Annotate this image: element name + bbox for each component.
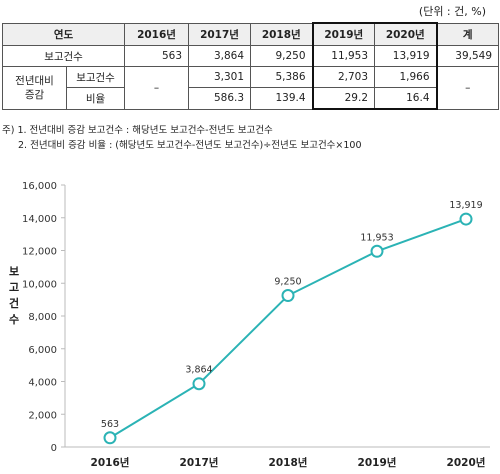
data-label: 11,953 — [360, 232, 393, 243]
data-point — [370, 244, 384, 258]
table-row-change-count: 전년대비 증감 보고건수 – 3,301 5,386 2,703 1,966 – — [2, 66, 500, 110]
table-row-reports: 보고건수 563 3,864 9,250 11,953 13,919 39,54… — [1, 45, 500, 67]
cell: 5,386 — [250, 66, 314, 88]
data-point — [281, 289, 295, 303]
row-label-reports: 보고건수 — [1, 45, 126, 67]
header-total: 계 — [436, 22, 500, 46]
footnote-1: 주) 1. 전년대비 증감 보고건수 : 해당년도 보고건수-전년도 보고건수 — [2, 125, 273, 136]
y-tick-label: 2,000 — [28, 410, 57, 421]
cell: 39,549 — [436, 45, 500, 67]
cell: 139.4 — [250, 87, 314, 110]
y-tick-label: 12,000 — [22, 247, 57, 258]
unit-note: (단위 : 건, %) — [418, 5, 486, 18]
cell: 586.3 — [188, 87, 252, 110]
data-label: 9,250 — [274, 277, 301, 288]
data-point — [103, 431, 117, 445]
table-header-row: 연도 2016년 2017년 2018년 2019년 2020년 계 — [1, 22, 500, 46]
x-tick-label: 2018년 — [269, 456, 308, 469]
header-2018: 2018년 — [250, 22, 314, 46]
x-tick-label: 2020년 — [447, 456, 486, 469]
y-tick-label: 14,000 — [22, 214, 57, 225]
group-label: 전년대비 증감 — [2, 66, 67, 110]
line-chart: 0 2,000 4,000 6,000 8,000 10,000 12,000 14,000 1… — [9, 181, 490, 469]
header-2019: 2019년 — [311, 22, 376, 46]
cell: 2,703 — [311, 66, 376, 88]
x-tick-label: 2019년 — [358, 456, 397, 469]
row-label-change-count: 보고건수 — [65, 66, 126, 88]
y-tick-label: 0 — [51, 443, 57, 454]
cell: 3,301 — [188, 66, 252, 88]
data-point — [192, 377, 206, 391]
y-tick-label: 16,000 — [22, 181, 57, 192]
data-label: 563 — [101, 419, 119, 430]
series-line — [109, 218, 467, 439]
cell: 16.4 — [374, 87, 438, 110]
cell: 9,250 — [250, 45, 314, 67]
table-row-change-rate: 비율 586.3 139.4 29.2 16.4 — [3, 87, 499, 110]
group-label-line2: 증감 — [24, 88, 45, 101]
data-point — [459, 212, 473, 226]
y-tick-label: 8,000 — [28, 312, 57, 323]
cell-dash-right: – — [436, 66, 500, 110]
footnotes: 주) 1. 전년대비 증감 보고건수 : 해당년도 보고건수-전년도 보고건수 … — [2, 123, 362, 153]
header-2020: 2020년 — [374, 22, 438, 46]
y-tick-label: 6,000 — [28, 345, 57, 356]
x-tick-label: 2017년 — [180, 456, 219, 469]
footnote-2: 2. 전년대비 증감 비율 : (해당년도 보고건수-전년도 보고건수)÷전년도… — [18, 140, 362, 151]
header-2017: 2017년 — [188, 22, 252, 46]
cell-dash-left: – — [124, 66, 190, 110]
x-tick-label: 2016년 — [91, 456, 130, 469]
cell: 13,919 — [374, 45, 438, 67]
y-tick-label: 4,000 — [28, 378, 57, 389]
cell: 29.2 — [311, 87, 376, 110]
cell: 3,864 — [188, 45, 252, 67]
header-year: 연도 — [1, 22, 126, 46]
header-2016: 2016년 — [124, 22, 190, 46]
data-label: 3,864 — [185, 365, 212, 376]
cell: 11,953 — [311, 45, 376, 67]
group-label-line1: 전년대비 — [15, 74, 54, 87]
statistics-table: 연도 2016년 2017년 2018년 2019년 2020년 계 보고건수 … — [1, 22, 500, 110]
cell: 563 — [124, 45, 190, 67]
cell: 1,966 — [374, 66, 438, 88]
data-label: 13,919 — [449, 200, 482, 211]
row-label-change-rate: 비율 — [65, 87, 126, 110]
y-tick-label: 10,000 — [22, 279, 57, 290]
